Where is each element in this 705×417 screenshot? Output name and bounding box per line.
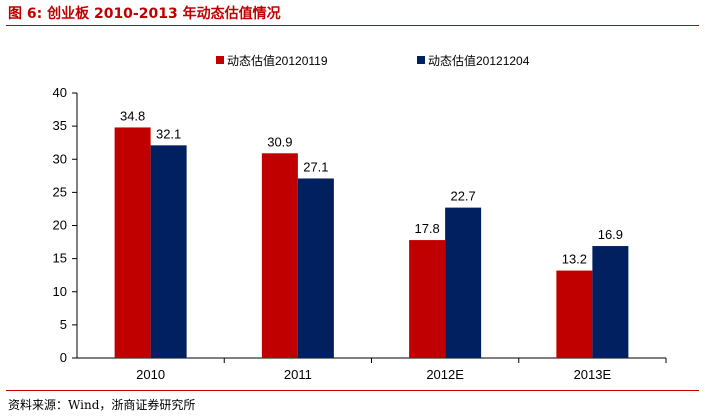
y-tick-label: 20 (53, 218, 67, 233)
data-label: 16.9 (598, 227, 623, 242)
data-label: 27.1 (303, 159, 328, 174)
bar-series1 (114, 127, 151, 358)
y-tick-label: 15 (53, 251, 67, 266)
bar-series2 (150, 145, 187, 358)
bar-series2 (445, 207, 482, 358)
y-tick-label: 40 (53, 85, 67, 100)
y-tick-label: 5 (60, 317, 67, 332)
y-tick-label: 30 (53, 151, 67, 166)
data-label: 32.1 (156, 126, 181, 141)
legend-swatch (417, 56, 425, 64)
bar-series2 (592, 246, 629, 358)
data-label: 30.9 (267, 134, 292, 149)
data-label: 17.8 (414, 221, 439, 236)
x-tick-label: 2010 (136, 367, 165, 382)
title-rule (6, 25, 699, 26)
y-tick-label: 10 (53, 284, 67, 299)
x-tick-label: 2013E (574, 367, 612, 382)
data-label: 13.2 (562, 252, 587, 267)
bar-series2 (297, 178, 334, 358)
bar-series1 (409, 240, 446, 358)
bar-series1 (556, 270, 593, 358)
data-label: 22.7 (450, 189, 475, 204)
x-tick-label: 2012E (426, 367, 464, 382)
footer-rule (6, 390, 699, 391)
y-tick-label: 0 (60, 350, 67, 365)
y-tick-label: 35 (53, 118, 67, 133)
x-tick-label: 2011 (284, 367, 312, 382)
source-note: 资料来源：Wind，浙商证券研究所 (8, 398, 196, 412)
figure-title: 图 6: 创业板 2010-2013 年动态估值情况 (8, 6, 281, 22)
data-label: 34.8 (120, 108, 145, 123)
legend-label: 动态估值20120119 (227, 53, 328, 68)
legend-swatch (216, 56, 224, 64)
y-tick-label: 25 (53, 184, 67, 199)
bar-series1 (261, 153, 298, 358)
legend-label: 动态估值20121204 (428, 53, 530, 68)
